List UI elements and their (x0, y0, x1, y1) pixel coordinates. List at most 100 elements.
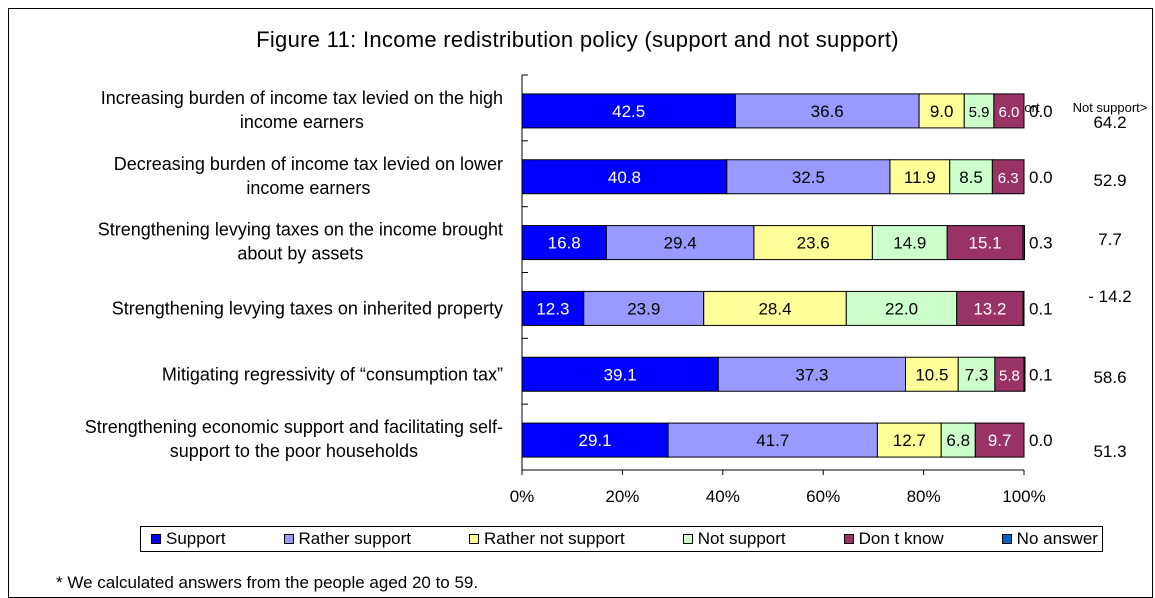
data-label: 8.5 (959, 168, 983, 187)
bar-segment (991, 159, 1025, 195)
bar-segment (717, 356, 907, 392)
data-label: 10.5 (915, 365, 948, 384)
data-label: 15.1 (969, 234, 1002, 253)
no-answer-label: 0.0 (1029, 102, 1053, 121)
bar-segment (889, 159, 951, 195)
data-label: 11.9 (904, 168, 936, 187)
data-label: 36.6 (811, 102, 844, 121)
data-label: 5.8 (999, 367, 1020, 384)
x-tick-label: 100% (1002, 487, 1045, 506)
x-tick-label: 60% (806, 487, 840, 506)
data-label: 6.8 (946, 431, 970, 450)
bar-segment (1023, 356, 1026, 392)
legend-item: No answer (1001, 529, 1098, 549)
legend-item: Don t know (843, 529, 944, 549)
net-header-not-support: Not support> (1073, 100, 1148, 115)
bar-segment (993, 93, 1025, 129)
bar-segment (521, 356, 719, 392)
bar-segment (845, 290, 958, 326)
data-label: 14.9 (893, 234, 926, 253)
bar-segment (1022, 225, 1026, 261)
net-value: 52.9 (1093, 171, 1126, 190)
legend-swatch (682, 534, 693, 544)
category-label: income earners (240, 112, 364, 132)
data-label: 42.5 (612, 102, 645, 121)
bar-segment (957, 356, 996, 392)
no-answer-label: 0.3 (1029, 234, 1053, 253)
legend-swatch (468, 534, 479, 544)
bar-segment (871, 225, 948, 261)
bar-segment (605, 225, 755, 261)
legend-label: Not support (697, 529, 786, 548)
x-tick-label: 80% (907, 487, 941, 506)
category-label: Strengthening levying taxes on the incom… (98, 220, 503, 240)
net-value: 7.7 (1098, 230, 1122, 249)
category-label: Mitigating regressivity of “consumption … (162, 364, 503, 384)
data-label: 32.5 (792, 168, 825, 187)
no-answer-label: 0.0 (1029, 431, 1053, 450)
bar-segment (946, 225, 1024, 261)
data-label: 12.3 (536, 299, 569, 318)
data-label: 29.1 (578, 431, 611, 450)
no-answer-label: 0.1 (1029, 365, 1053, 384)
data-label: 9.7 (988, 431, 1012, 450)
category-label: Strengthening economic support and facil… (85, 417, 503, 437)
data-label: 12.7 (893, 431, 926, 450)
legend-label: Rather not support (483, 529, 625, 548)
bar-segment (876, 422, 942, 458)
data-label: 16.8 (548, 234, 581, 253)
net-value: 58.6 (1093, 368, 1126, 387)
data-label: 6.3 (998, 170, 1019, 187)
bar-segment (949, 159, 993, 195)
net-value: 51.3 (1093, 442, 1126, 461)
bar-segment (974, 422, 1025, 458)
legend-swatch (1001, 534, 1012, 544)
no-answer-label: 0.0 (1029, 168, 1053, 187)
data-label: 9.0 (930, 102, 954, 121)
bar-segment (1022, 290, 1025, 326)
data-label: 13.2 (973, 299, 1006, 318)
x-tick-label: 20% (605, 487, 639, 506)
data-label: 29.4 (664, 234, 697, 253)
legend-label: Rather support (298, 529, 411, 548)
legend-swatch (283, 534, 294, 544)
legend-item: Not support (682, 529, 786, 549)
bar-segment (521, 422, 669, 458)
bar-segment (521, 225, 607, 261)
data-label: 6.0 (999, 104, 1020, 121)
legend-label: Support (166, 529, 226, 548)
no-answer-label: 0.1 (1029, 299, 1053, 318)
data-label: 23.9 (627, 299, 660, 318)
x-tick-label: 40% (706, 487, 740, 506)
data-label: 7.3 (965, 365, 989, 384)
footnote: * We calculated answers from the people … (56, 573, 479, 592)
data-label: 39.1 (604, 365, 637, 384)
legend-item: Rather support (283, 529, 411, 549)
data-label: 40.8 (608, 168, 641, 187)
legend-label: Don t know (858, 529, 944, 548)
x-tick-label: 0% (510, 487, 535, 506)
bar-segment (905, 356, 959, 392)
net-value: 64.2 (1093, 113, 1126, 132)
bar-segment (994, 356, 1025, 392)
bar-segment (753, 225, 873, 261)
category-label: Decreasing burden of income tax levied o… (114, 154, 503, 174)
net-value: - 14.2 (1088, 287, 1131, 306)
bar-segment (521, 159, 728, 195)
category-label: about by assets (237, 244, 363, 264)
data-label: 5.9 (969, 104, 990, 121)
legend-swatch (151, 534, 161, 544)
category-label: Strengthening levying taxes on inherited… (112, 298, 503, 318)
category-label: Increasing burden of income tax levied o… (101, 88, 503, 108)
bar-segment (940, 422, 976, 458)
category-label: income earners (246, 178, 370, 198)
legend-label: No answer (1016, 529, 1098, 548)
chart-title: Figure 11: Income redistribution policy … (256, 27, 899, 52)
bar-segment (667, 422, 878, 458)
data-label: 22.0 (885, 299, 918, 318)
legend-swatch (843, 534, 854, 544)
chart-legend: Support Rather support Rather not support N… (140, 526, 1103, 552)
bar-segment (963, 93, 995, 129)
category-label: support to the poor households (170, 441, 418, 461)
